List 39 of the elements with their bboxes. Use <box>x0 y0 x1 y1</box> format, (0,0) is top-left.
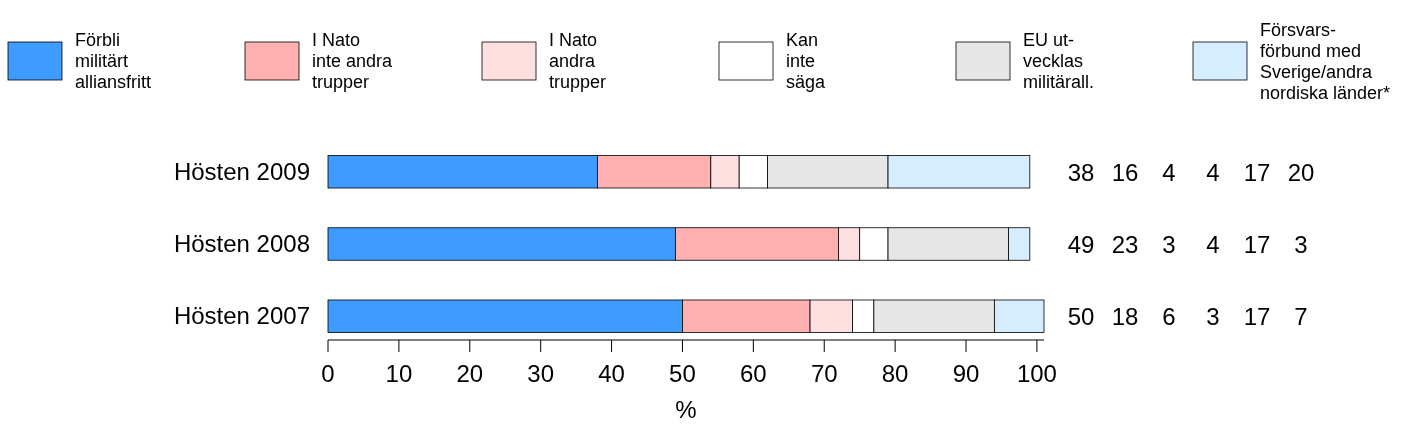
data-label: 23 <box>1111 231 1139 258</box>
legend-label: Kan inte säga <box>786 30 827 92</box>
data-label: 49 <box>1067 231 1095 258</box>
x-tick-label: 90 <box>952 360 980 387</box>
x-tick-label: 0 <box>321 360 335 387</box>
x-axis-title: % <box>675 396 697 423</box>
data-label: 6 <box>1162 303 1176 331</box>
x-tick-label: 50 <box>669 360 696 387</box>
data-label: 3 <box>1162 231 1176 258</box>
legend-label: I Nato inte andra trupper <box>312 30 394 92</box>
x-tick-label: 60 <box>739 360 767 387</box>
x-tick-label: 10 <box>385 360 413 387</box>
data-label: 20 <box>1287 158 1315 186</box>
data-label: 17 <box>1243 158 1271 186</box>
data-label: 4 <box>1206 231 1220 258</box>
x-tick-label: 100 <box>1016 360 1057 387</box>
data-label: 50 <box>1067 303 1095 331</box>
x-tick-label: 70 <box>810 360 838 387</box>
data-label: 16 <box>1111 158 1139 186</box>
y-tick-label: Hösten 2008 <box>173 230 310 257</box>
legend-label: Förbli militärt alliansfritt <box>75 30 152 92</box>
data-label: 17 <box>1243 231 1271 258</box>
y-tick-label: Hösten 2007 <box>173 302 310 330</box>
data-label: 7 <box>1294 303 1308 331</box>
data-label: 3 <box>1206 303 1220 331</box>
legend-label: I Nato andra trupper <box>549 30 607 92</box>
data-label: 3 <box>1294 231 1308 258</box>
data-label: 4 <box>1206 158 1220 186</box>
data-label: 18 <box>1111 303 1139 331</box>
x-tick-label: 20 <box>456 360 484 387</box>
x-tick-label: 80 <box>881 360 909 387</box>
legend-label: EU ut- vecklas militärall. <box>1023 30 1095 92</box>
data-label: 38 <box>1067 158 1095 186</box>
x-tick-label: 40 <box>598 360 625 387</box>
data-label: 4 <box>1162 158 1176 186</box>
y-tick-label: Hösten 2009 <box>173 157 310 185</box>
data-label: 17 <box>1243 303 1271 331</box>
x-tick-label: 30 <box>527 360 555 387</box>
legend-label: Försvars- förbund med Sverige/andra nordiska länder* <box>1260 19 1391 103</box>
